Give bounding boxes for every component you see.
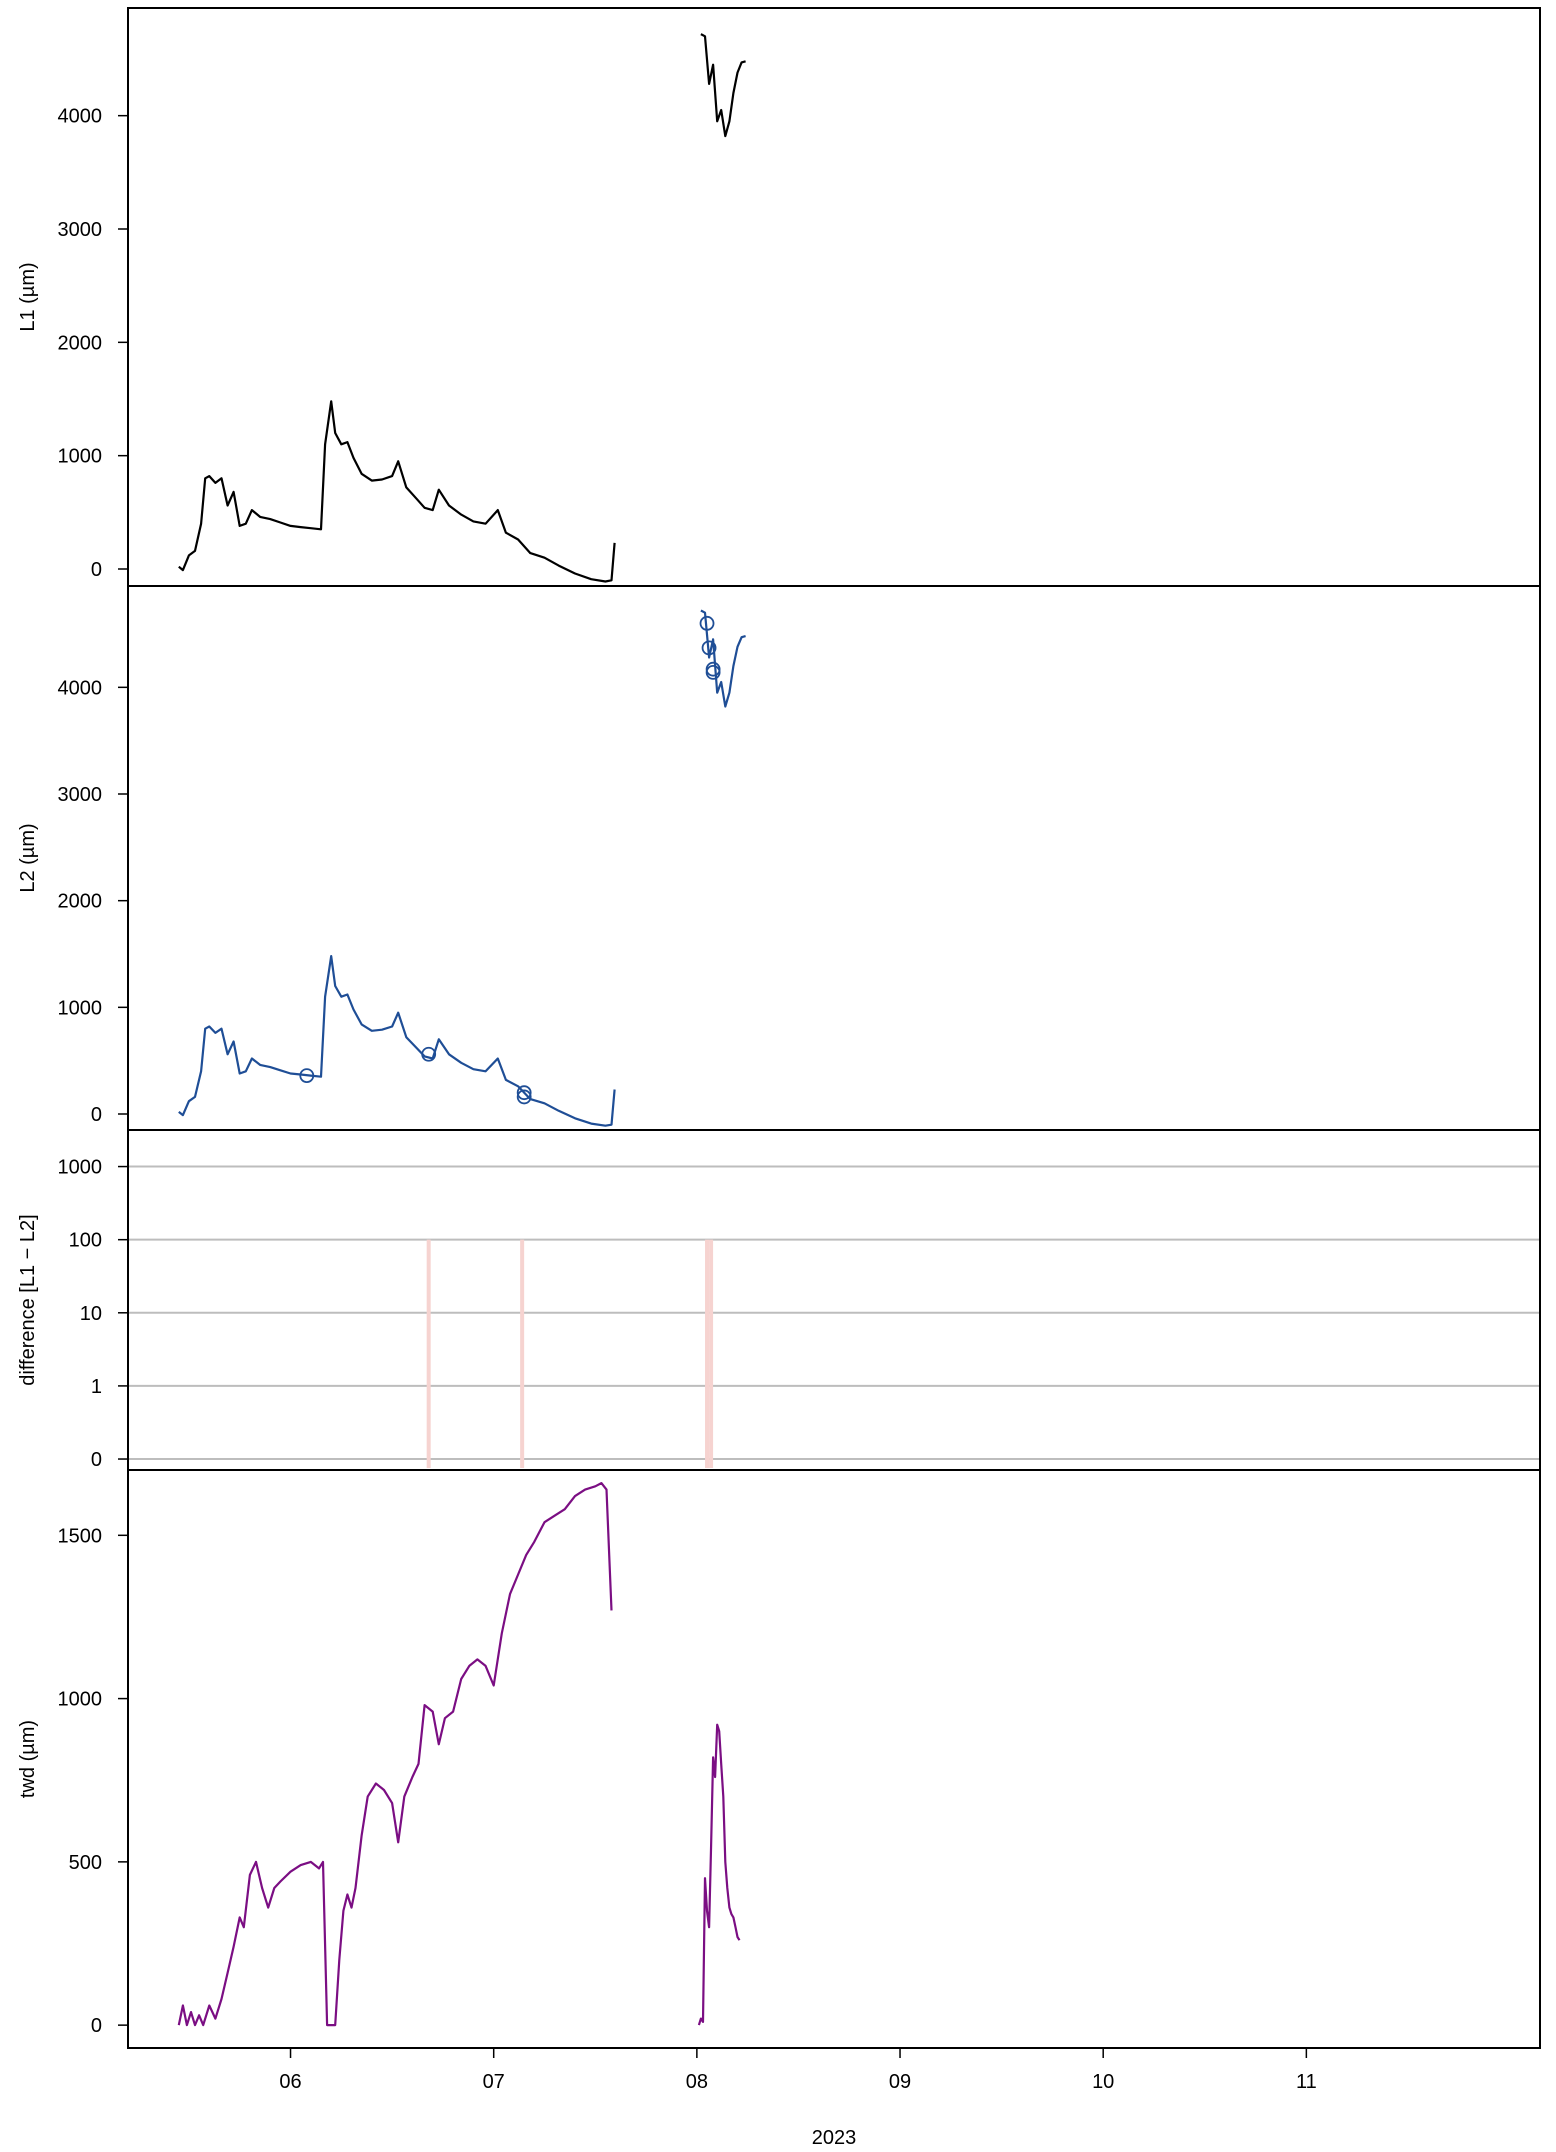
panel-frame xyxy=(127,585,1541,1131)
y-axis-label: twd (µm) xyxy=(17,1720,39,1798)
x-tick-label: 08 xyxy=(686,2071,708,2093)
series-line-twd xyxy=(697,1723,741,2026)
panel-frame xyxy=(127,1469,1541,2049)
x-tick-label: 10 xyxy=(1092,2071,1114,2093)
y-tick-label: 10 xyxy=(80,1303,102,1325)
marker-point xyxy=(516,1085,532,1101)
panel-frame xyxy=(127,1129,1541,1471)
y-tick-label: 1000 xyxy=(58,1157,103,1179)
series-line-twd xyxy=(177,1482,613,2027)
series-line-L1 xyxy=(700,33,746,138)
y-tick-label: 3000 xyxy=(58,219,103,241)
y-tick-label: 100 xyxy=(69,1230,102,1252)
y-tick-label: 0 xyxy=(91,559,102,581)
series-line-L2 xyxy=(700,609,746,708)
y-tick-label: 500 xyxy=(69,1852,102,1874)
y-tick-label: 0 xyxy=(91,2015,102,2037)
y-tick-label: 4000 xyxy=(58,106,103,128)
x-tick-label: 06 xyxy=(279,2071,301,2093)
marker-point xyxy=(701,640,717,656)
y-axis-label: L2 (µm) xyxy=(17,823,39,892)
panel-difference: 0 1 10 100 1000 difference [L1 − L2] xyxy=(17,1129,1541,1471)
x-axis: 06 07 08 09 10 11 xyxy=(279,2048,1317,2093)
series-line-L2 xyxy=(178,955,616,1127)
marker-point xyxy=(299,1068,315,1083)
y-tick-label: 1000 xyxy=(58,997,103,1019)
y-tick-label: 0 xyxy=(91,1449,102,1471)
x-axis-label: 2023 xyxy=(812,2127,857,2149)
marker-point xyxy=(699,615,715,631)
series-line-L1 xyxy=(178,400,616,583)
marker-point xyxy=(516,1089,532,1105)
y-tick-label: 4000 xyxy=(58,677,103,699)
y-tick-label: 0 xyxy=(91,1104,102,1126)
y-tick-label: 2000 xyxy=(58,891,103,913)
y-tick-label: 1000 xyxy=(58,1689,103,1711)
y-tick-label: 1500 xyxy=(58,1525,103,1547)
x-tick-label: 11 xyxy=(1296,2071,1317,2093)
y-axis-label: L1 (µm) xyxy=(17,262,39,331)
panel-twd: 0 500 1000 1500 twd (µm) xyxy=(17,1469,1541,2049)
y-tick-label: 2000 xyxy=(58,332,103,354)
marker-point xyxy=(705,665,721,680)
y-axis-label: difference [L1 − L2] xyxy=(17,1214,39,1385)
x-tick-label: 07 xyxy=(483,2071,505,2093)
panel-frame xyxy=(127,7,1541,587)
panel-l2: 0 1000 2000 3000 4000 L2 (µm) xyxy=(17,585,1541,1131)
y-tick-label: 3000 xyxy=(58,784,103,806)
panel-l1: 0 1000 2000 3000 4000 L1 (µm) xyxy=(17,7,1541,587)
marker-point xyxy=(421,1046,437,1062)
y-tick-label: 1000 xyxy=(58,446,103,468)
y-tick-label: 1 xyxy=(91,1376,102,1398)
x-tick-label: 09 xyxy=(889,2071,911,2093)
marker-point xyxy=(705,661,721,677)
